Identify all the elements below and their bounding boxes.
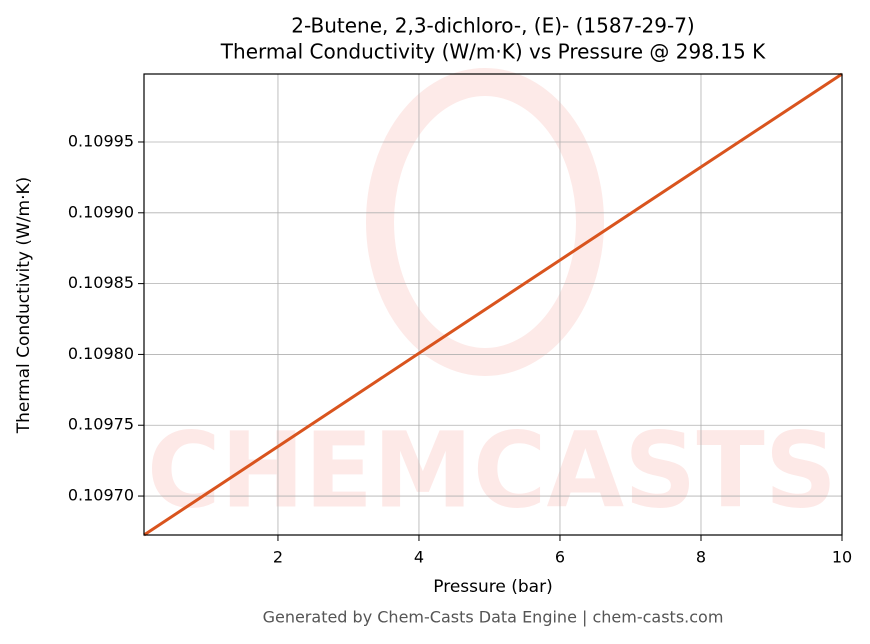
x-tick-label: 6 <box>555 548 565 567</box>
watermark-logo <box>366 68 604 376</box>
y-tick-label: 0.10985 <box>68 273 134 292</box>
y-tick-label: 0.10995 <box>68 131 134 150</box>
y-tick-label: 0.10980 <box>68 344 134 363</box>
axes-frame <box>143 73 843 536</box>
chart-title: 2-Butene, 2,3-dichloro-, (E)- (1587-29-7… <box>291 14 694 38</box>
x-tick-label: 4 <box>414 548 424 567</box>
watermark: CHEMCASTS <box>147 68 837 531</box>
watermark-text: CHEMCASTS <box>147 409 837 531</box>
y-tick-label: 0.10970 <box>68 486 134 505</box>
x-axis-label: Pressure (bar) <box>433 577 552 597</box>
y-tick-label: 0.10990 <box>68 202 134 221</box>
plot-area <box>143 72 843 537</box>
x-tick-label: 8 <box>696 548 706 567</box>
y-axis-label: Thermal Conductivity (W/m·K) <box>14 177 34 435</box>
x-tick-label: 2 <box>273 548 283 567</box>
chart-subtitle: Thermal Conductivity (W/m·K) vs Pressure… <box>220 40 766 64</box>
y-tick-label: 0.10975 <box>68 415 134 434</box>
data-line <box>143 72 843 537</box>
footer: Generated by Chem-Casts Data Engine | ch… <box>263 608 724 627</box>
x-tick-label: 10 <box>832 548 852 567</box>
